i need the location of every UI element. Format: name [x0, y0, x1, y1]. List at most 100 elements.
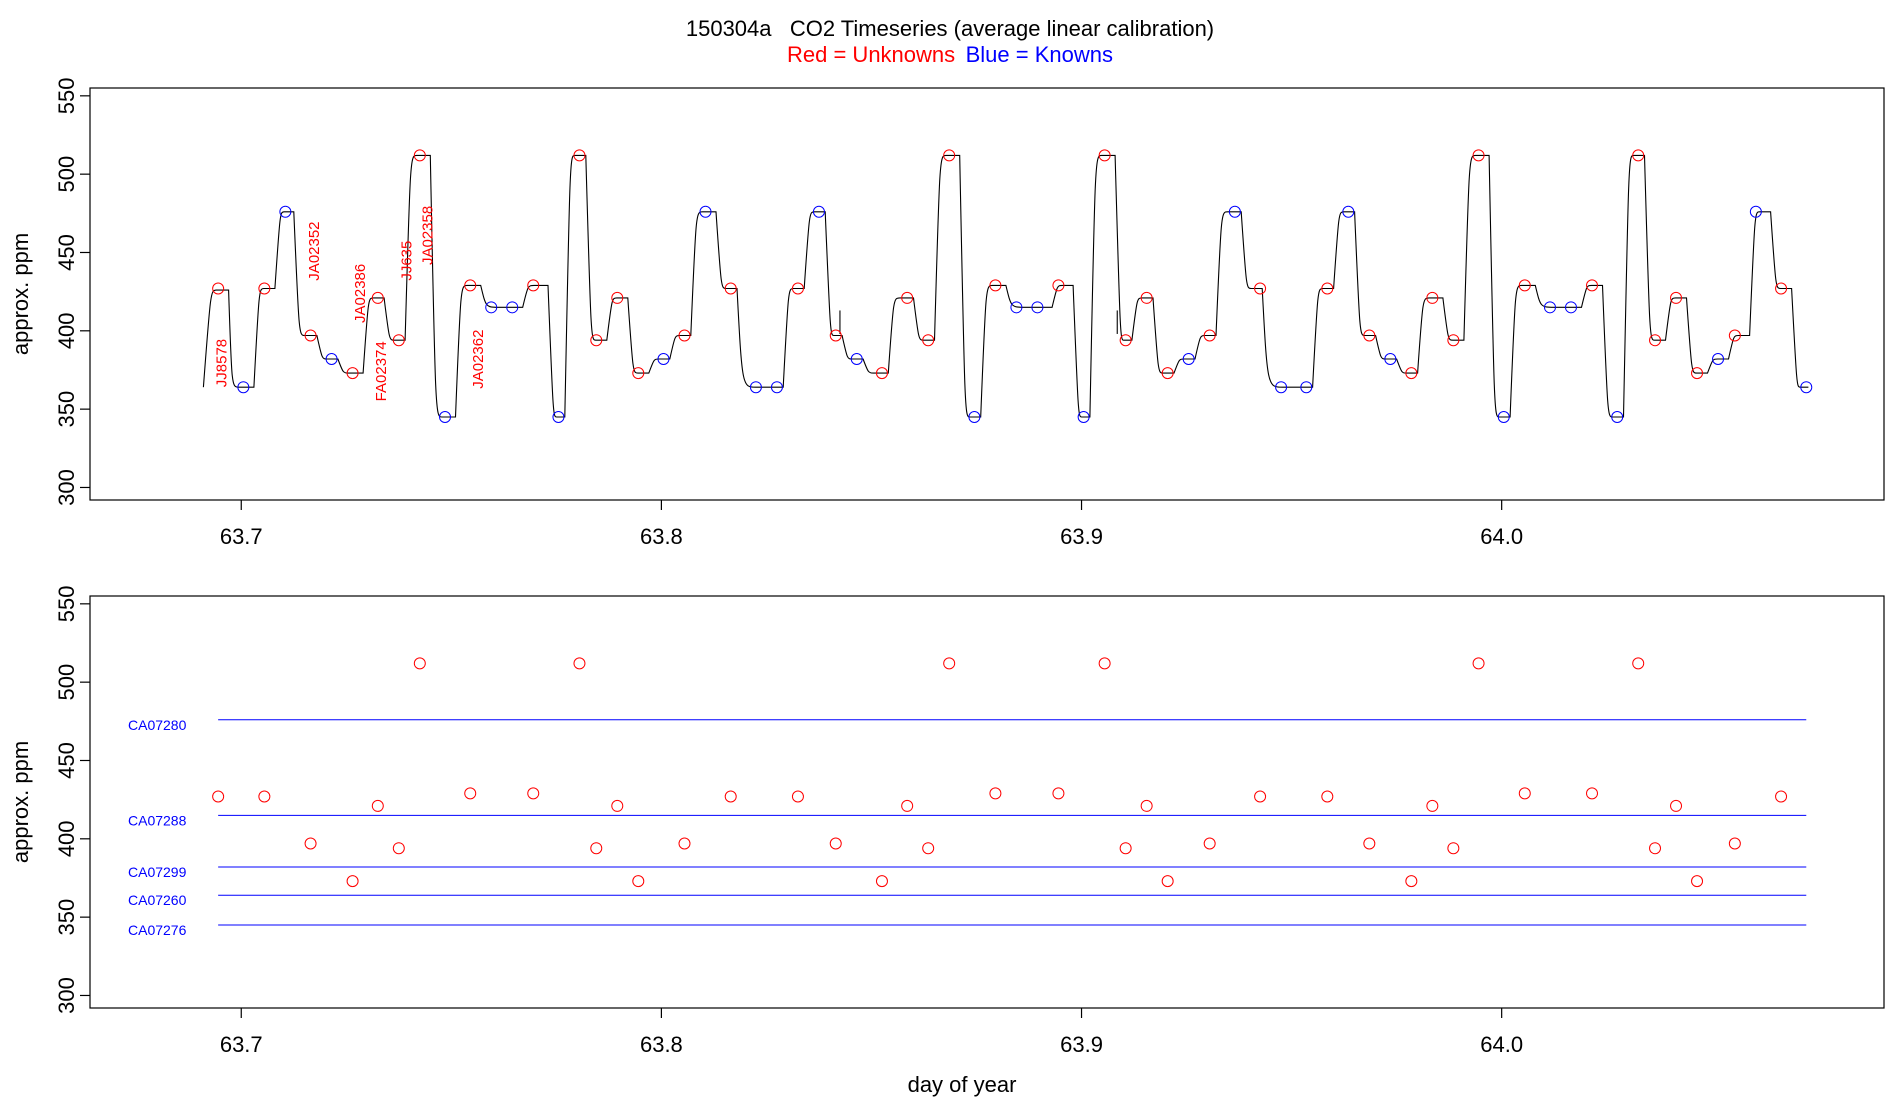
known-point	[279, 205, 292, 218]
known-point	[1543, 301, 1556, 314]
unknown-point	[1691, 367, 1704, 380]
y-axis-label: approx. ppm	[8, 741, 33, 863]
unknown-point	[1405, 875, 1418, 888]
unknown-point	[1052, 787, 1065, 800]
unknown-point	[590, 334, 603, 347]
unknown-point	[989, 279, 1002, 292]
unknown-point	[632, 875, 645, 888]
unknown-point	[1426, 799, 1439, 812]
sample-label: JJ8578	[214, 339, 231, 387]
unknown-point	[392, 334, 405, 347]
known-point	[749, 381, 762, 394]
known-reference-label: CA07288	[128, 812, 187, 828]
unknown-point	[464, 279, 477, 292]
unknown-point	[1447, 842, 1460, 855]
unknown-point	[1775, 790, 1788, 803]
unknown-point	[678, 329, 691, 342]
y-tick-label: 500	[54, 156, 79, 193]
unknown-point	[1518, 787, 1531, 800]
x-tick-label: 63.8	[640, 1032, 683, 1057]
x-tick-label: 63.9	[1060, 524, 1103, 549]
unknown-point	[791, 790, 804, 803]
unknown-point	[1649, 842, 1662, 855]
unknown-point	[1632, 657, 1645, 670]
known-point	[485, 301, 498, 314]
known-reference-label: CA07299	[128, 864, 187, 880]
known-point	[1182, 353, 1195, 366]
unknown-point	[346, 367, 359, 380]
known-reference-label: CA07260	[128, 892, 187, 908]
unknown-point	[922, 842, 935, 855]
unknown-point	[1775, 282, 1788, 295]
unknown-point	[258, 282, 271, 295]
unknown-point	[1447, 334, 1460, 347]
y-tick-label: 350	[54, 391, 79, 428]
unknown-point	[527, 279, 540, 292]
unknown-point	[1161, 367, 1174, 380]
unknown-point	[1632, 149, 1645, 162]
unknown-point	[829, 837, 842, 850]
unknown-point	[212, 282, 225, 295]
x-axis: 63.7 63.8 63.9 64.0	[220, 500, 1523, 549]
y-axis-label: approx. ppm	[8, 233, 33, 355]
known-point	[1749, 205, 1762, 218]
x-tick-label: 64.0	[1480, 524, 1523, 549]
y-tick-label: 550	[54, 585, 79, 622]
known-point	[968, 410, 981, 423]
known-point	[325, 353, 338, 366]
unknown-point	[1203, 329, 1216, 342]
unknown-point	[392, 842, 405, 855]
unknown-point	[724, 282, 737, 295]
unknown-point	[1140, 291, 1153, 304]
x-tick-label: 63.7	[220, 524, 263, 549]
unknown-point	[1119, 842, 1132, 855]
x-axis-label: day of year	[908, 1072, 1017, 1097]
unknown-point	[943, 149, 956, 162]
x-tick-label: 63.7	[220, 1032, 263, 1057]
unknown-point	[1691, 875, 1704, 888]
unknown-point	[1254, 790, 1267, 803]
unknown-point	[875, 367, 888, 380]
known-point	[770, 381, 783, 394]
unknown-point	[590, 842, 603, 855]
unknown-point	[1586, 279, 1599, 292]
unknown-point	[1518, 279, 1531, 292]
unknown-point	[989, 787, 1002, 800]
known-point	[1275, 381, 1288, 394]
unknown-point	[901, 799, 914, 812]
unknown-point	[1405, 367, 1418, 380]
y-tick-label: 550	[54, 77, 79, 114]
known-reference-label: CA07280	[128, 717, 187, 733]
unknown-point	[1586, 787, 1599, 800]
known-point	[1300, 381, 1313, 394]
unknown-point	[1728, 837, 1741, 850]
known-point	[1564, 301, 1577, 314]
unknown-point	[1098, 149, 1111, 162]
legend-unknowns: Red = Unknowns	[787, 42, 955, 67]
known-lines-layer: CA07280 CA07288 CA07299 CA07260 CA07276	[128, 717, 1807, 938]
unknown-point	[346, 875, 359, 888]
unknown-point	[573, 657, 586, 670]
unknown-point	[304, 329, 317, 342]
x-axis: 63.7 63.8 63.9 64.0	[220, 1008, 1523, 1057]
unknown-point	[573, 149, 586, 162]
sample-label: JJ635	[398, 241, 415, 281]
unknown-point	[678, 837, 691, 850]
known-point	[439, 410, 452, 423]
known-point	[1611, 410, 1624, 423]
legend-knowns: Blue = Knowns	[966, 42, 1113, 67]
unknown-point	[371, 799, 384, 812]
unknown-point	[791, 282, 804, 295]
known-point	[506, 301, 519, 314]
unknown-point	[1203, 837, 1216, 850]
sample-label: JA02352	[306, 221, 323, 280]
unknown-point	[943, 657, 956, 670]
x-tick-label: 63.9	[1060, 1032, 1103, 1057]
unknown-point	[1426, 291, 1439, 304]
y-tick-label: 450	[54, 742, 79, 779]
unknown-point	[1472, 149, 1485, 162]
unknown-point	[1363, 329, 1376, 342]
y-tick-label: 350	[54, 899, 79, 936]
unknown-point	[304, 837, 317, 850]
